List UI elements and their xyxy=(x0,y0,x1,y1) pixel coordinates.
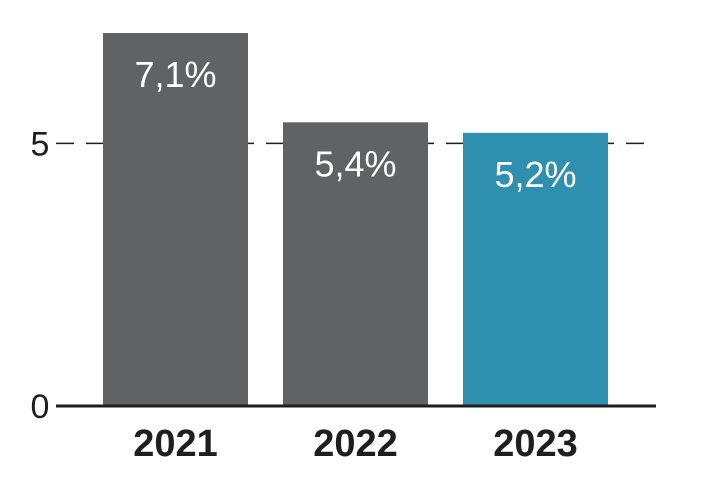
y-tick-labels: 05 xyxy=(31,125,50,426)
bars-layer xyxy=(103,33,608,406)
category-label-2022: 2022 xyxy=(313,423,398,465)
category-label-2023: 2023 xyxy=(493,423,578,465)
value-label-2022: 5,4% xyxy=(314,143,396,184)
bar-2023 xyxy=(463,132,608,406)
category-label-2021: 2021 xyxy=(133,423,218,465)
value-label-2023: 5,2% xyxy=(494,154,576,195)
value-labels-layer: 7,1% 5,4% 5,2% xyxy=(134,54,576,195)
value-label-2021: 7,1% xyxy=(134,54,216,95)
x-category-labels: 2021 2022 2023 xyxy=(133,423,578,465)
y-tick-label-0: 0 xyxy=(31,388,50,426)
bar-2021 xyxy=(103,33,248,406)
y-tick-label-5: 5 xyxy=(31,125,50,163)
bar-2022 xyxy=(283,122,428,406)
